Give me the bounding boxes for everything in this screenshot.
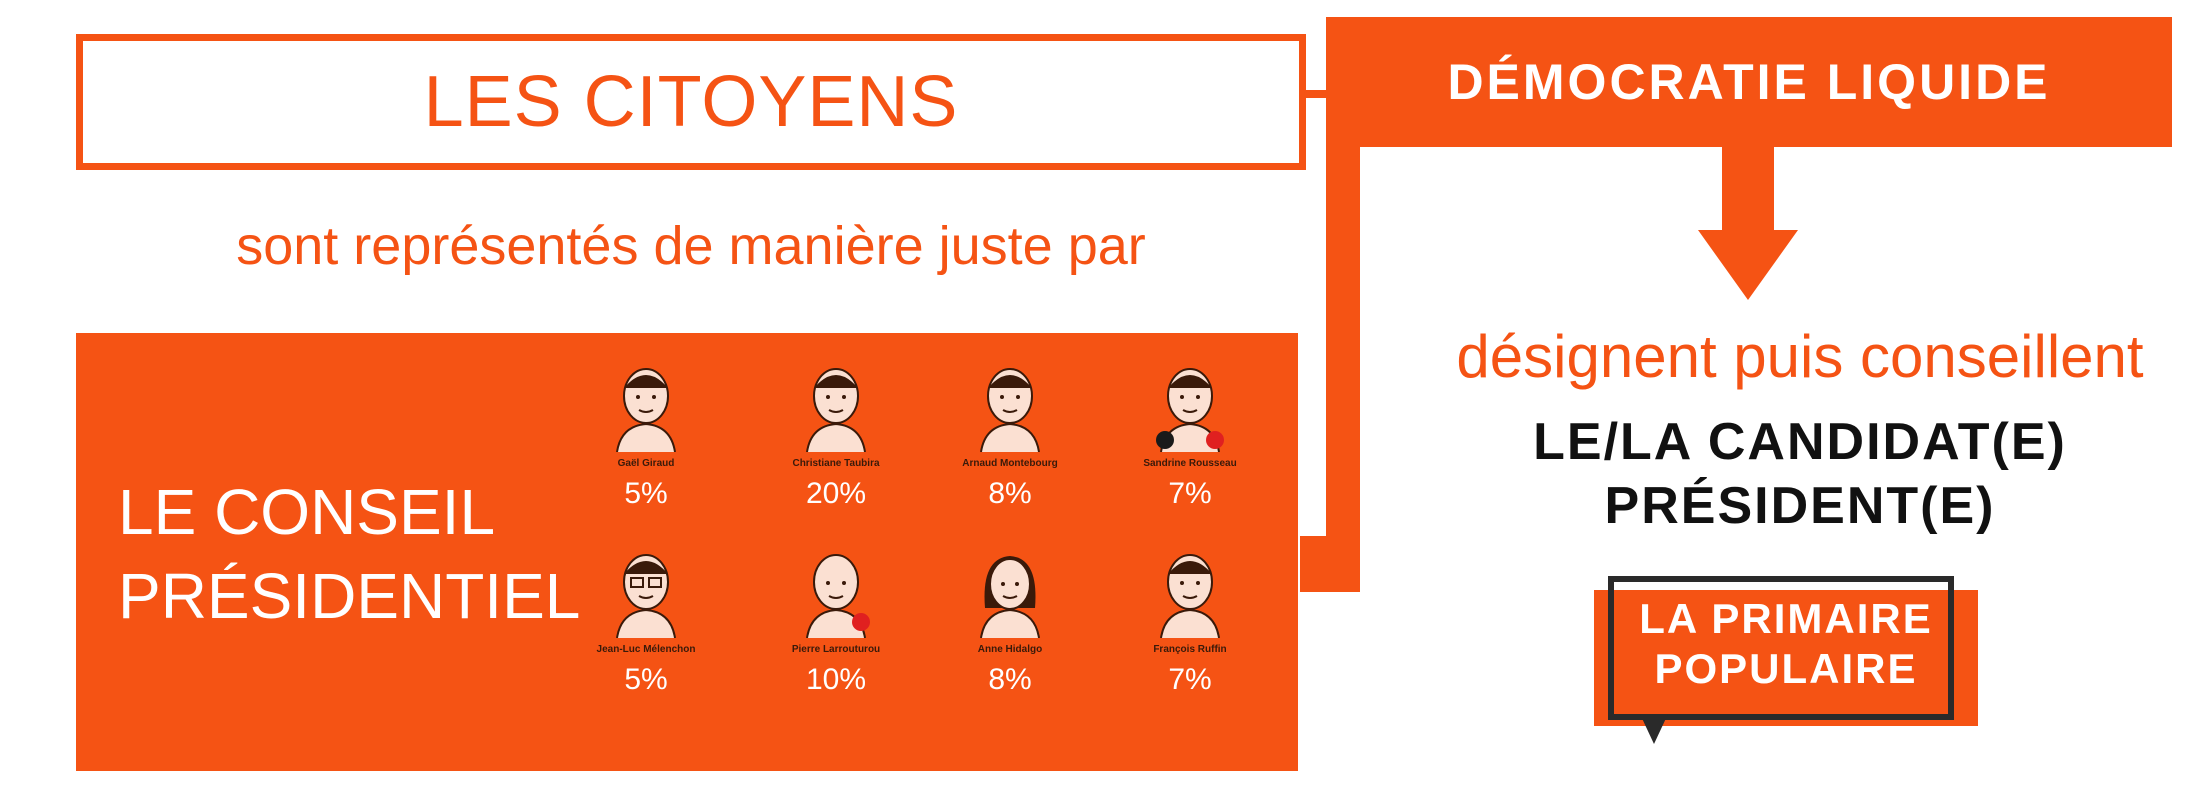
member-card: Anne Hidalgo 8% xyxy=(920,548,1100,697)
arrow-down-icon xyxy=(1722,147,1774,232)
member-card: Christiane Taubira 20% xyxy=(746,362,926,511)
member-percent: 8% xyxy=(988,477,1032,510)
arrow-head-icon xyxy=(1698,230,1798,300)
member-percent: 5% xyxy=(624,477,668,510)
portrait-icon xyxy=(801,548,871,639)
header-bar: DÉMOCRATIE LIQUIDE xyxy=(1326,17,2172,147)
member-name: Jean-Luc Mélenchon xyxy=(596,644,696,655)
member-name: François Ruffin xyxy=(1153,644,1227,655)
member-name: Christiane Taubira xyxy=(792,458,880,469)
member-percent: 8% xyxy=(988,663,1032,696)
portrait-icon xyxy=(1155,548,1225,639)
portrait-icon xyxy=(801,362,871,453)
member-card: Sandrine Rousseau 7% xyxy=(1100,362,1280,511)
primaire-badge: LA PRIMAIRE POPULAIRE xyxy=(1594,594,1978,694)
designate-text: désignent puis conseillent xyxy=(1456,323,2144,390)
member-percent: 7% xyxy=(1168,663,1212,696)
candidate-line1: LE/LA CANDIDAT(E) xyxy=(1533,413,2067,471)
subtitle: sont représentés de manière juste par xyxy=(236,216,1146,276)
member-name: Pierre Larrouturou xyxy=(791,644,881,655)
badge-line1: LA PRIMAIRE xyxy=(1639,595,1933,642)
candidate-line2: PRÉSIDENT(E) xyxy=(1604,477,1996,535)
connector-line xyxy=(1306,90,1330,98)
member-percent: 20% xyxy=(805,477,867,510)
member-name: Anne Hidalgo xyxy=(977,644,1043,655)
council-panel xyxy=(76,333,1298,771)
bracket-foot xyxy=(1300,536,1360,592)
member-card: Pierre Larrouturou 10% xyxy=(746,548,926,697)
citizens-box: LES CITOYENS xyxy=(76,34,1306,170)
council-title-line1: LE CONSEIL xyxy=(118,476,496,548)
badge-line2: POPULAIRE xyxy=(1654,645,1918,692)
member-percent: 5% xyxy=(624,663,668,696)
council-title-line2: PRÉSIDENTIEL xyxy=(118,560,581,632)
member-percent: 7% xyxy=(1168,477,1212,510)
council-title: LE CONSEIL PRÉSIDENTIEL xyxy=(118,470,580,638)
candidate-title: LE/LA CANDIDAT(E) PRÉSIDENT(E) xyxy=(1420,410,2180,538)
portrait-icon xyxy=(611,548,681,639)
portrait-icon xyxy=(975,362,1045,453)
badge-background xyxy=(1594,590,1978,726)
member-name: Arnaud Montebourg xyxy=(962,458,1058,469)
member-card: Gaël Giraud 5% xyxy=(556,362,736,511)
badge-frame xyxy=(1608,576,1954,720)
portrait-icon xyxy=(611,362,681,453)
member-card: François Ruffin 7% xyxy=(1100,548,1280,697)
member-name: Gaël Giraud xyxy=(617,458,675,469)
member-name: Sandrine Rousseau xyxy=(1143,458,1237,469)
portrait-icon xyxy=(975,548,1045,639)
member-card: Jean-Luc Mélenchon 5% xyxy=(556,548,736,697)
portrait-icon xyxy=(1155,362,1225,453)
citizens-title: LES CITOYENS xyxy=(423,62,959,142)
speech-tail-icon xyxy=(1640,714,1668,744)
bracket-vertical xyxy=(1326,140,1360,592)
header-title: DÉMOCRATIE LIQUIDE xyxy=(1447,54,2051,110)
member-percent: 10% xyxy=(805,663,867,696)
member-card: Arnaud Montebourg 8% xyxy=(920,362,1100,511)
